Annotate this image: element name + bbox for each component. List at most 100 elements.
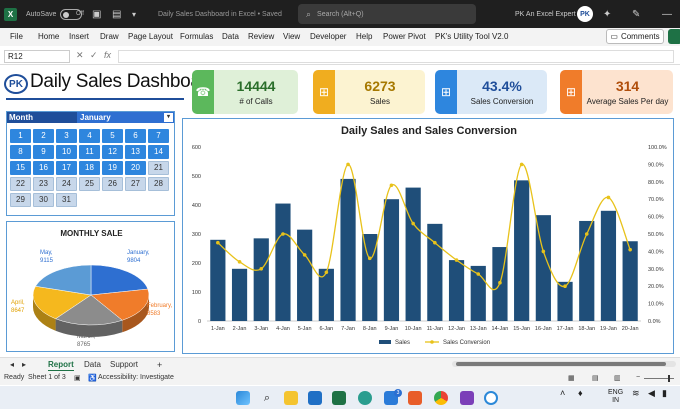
add-sheet-button[interactable]: + — [157, 360, 163, 370]
calendar-day[interactable]: 10 — [56, 145, 77, 159]
menu-utility-tool[interactable]: PK's Utility Tool V2.0 — [435, 32, 509, 41]
zoom-out-icon[interactable]: − — [636, 374, 641, 381]
recorder-icon[interactable] — [484, 391, 498, 405]
zoom-slider-handle[interactable] — [668, 375, 670, 382]
menu-formulas[interactable]: Formulas — [180, 32, 214, 41]
calendar-day[interactable]: 24 — [56, 177, 77, 191]
calendar-day[interactable]: 11 — [79, 145, 100, 159]
calendar-day[interactable]: 27 — [125, 177, 146, 191]
calendar-day[interactable]: 21 — [148, 161, 169, 175]
calendar-day[interactable]: 19 — [102, 161, 123, 175]
autosave-toggle[interactable]: Off — [60, 0, 84, 28]
filter-icon[interactable]: ▾ — [164, 113, 173, 122]
calendar-day[interactable]: 1 — [10, 129, 31, 143]
pie-slice-april[interactable] — [32, 285, 92, 320]
calendar-day[interactable]: 14 — [148, 145, 169, 159]
menu-view[interactable]: View — [283, 32, 301, 41]
accessibility-status[interactable]: Accessibility: Investigate — [98, 374, 174, 381]
pie-slice-february[interactable] — [90, 288, 150, 321]
user-avatar[interactable]: PK — [577, 0, 593, 28]
calendar-day[interactable]: 4 — [79, 129, 100, 143]
microphone-icon[interactable]: ♦ — [578, 388, 583, 398]
tab-support[interactable]: Support — [110, 360, 139, 369]
calendar-day[interactable]: 16 — [33, 161, 54, 175]
pie-slice-march[interactable] — [55, 294, 123, 326]
menu-power-pivot[interactable]: Power Pivot — [383, 32, 426, 41]
taskbar-search-icon[interactable]: ⌕ — [263, 392, 271, 404]
user-name[interactable]: PK An Excel Expert — [515, 10, 576, 18]
name-box[interactable]: R12 — [4, 50, 70, 63]
calendar-day[interactable]: 9 — [33, 145, 54, 159]
horizontal-scrollbar[interactable] — [452, 361, 676, 367]
excel-taskbar-icon[interactable] — [332, 391, 346, 405]
accessibility-icon[interactable]: ♿ — [88, 375, 97, 382]
pie-slice-may[interactable] — [35, 264, 92, 296]
normal-view-icon[interactable]: ▦ — [568, 375, 575, 382]
calendar-day[interactable]: 5 — [102, 129, 123, 143]
function-icon[interactable]: fx — [104, 50, 112, 60]
chevron-up-icon[interactable]: ˄ — [560, 388, 566, 398]
lightbulb-icon[interactable]: ✦ — [603, 8, 612, 20]
pie-slice-january[interactable] — [90, 264, 149, 296]
macro-record-icon[interactable]: ▣ — [74, 375, 81, 382]
open-folder-icon[interactable]: ▤ — [112, 8, 122, 20]
share-button[interactable] — [668, 29, 680, 44]
file-explorer-icon[interactable] — [284, 391, 298, 405]
menu-draw[interactable]: Draw — [100, 32, 119, 41]
menu-data[interactable]: Data — [222, 32, 239, 41]
calendar-day[interactable]: 23 — [33, 177, 54, 191]
calendar-day[interactable]: 31 — [56, 193, 77, 207]
powerpoint-icon[interactable] — [408, 391, 422, 405]
menu-home[interactable]: Home — [38, 32, 60, 41]
battery-icon[interactable]: ▮ — [662, 388, 667, 398]
volume-icon[interactable]: ◀ — [648, 388, 655, 398]
calendar-day[interactable]: 18 — [79, 161, 100, 175]
page-layout-view-icon[interactable]: ▤ — [592, 375, 599, 382]
page-break-view-icon[interactable]: ▥ — [614, 375, 621, 382]
menu-review[interactable]: Review — [248, 32, 275, 41]
calendar-day[interactable]: 13 — [125, 145, 146, 159]
document-title[interactable]: Daily Sales Dashboard in Excel • Saved — [158, 10, 282, 18]
confirm-icon[interactable]: ✓ — [90, 50, 98, 60]
menu-insert[interactable]: Insert — [69, 32, 90, 41]
calendar-day[interactable]: 29 — [10, 193, 31, 207]
calendar-day[interactable]: 15 — [10, 161, 31, 175]
calendar-day[interactable]: 6 — [125, 129, 146, 143]
minimize-icon[interactable]: — — [662, 8, 672, 20]
calendar-day[interactable]: 22 — [10, 177, 31, 191]
calendar-day[interactable]: 3 — [56, 129, 77, 143]
calendar-day[interactable]: 20 — [125, 161, 146, 175]
formula-input[interactable] — [118, 50, 674, 63]
tab-data[interactable]: Data — [84, 360, 101, 369]
wifi-icon[interactable]: ≋ — [632, 388, 640, 398]
windows-start-icon[interactable] — [236, 391, 250, 405]
comments-button[interactable]: ▭ Comments — [606, 29, 664, 44]
menu-help[interactable]: Help — [356, 32, 373, 41]
chrome-icon[interactable] — [434, 391, 448, 405]
prev-sheet-icon[interactable]: ◂ — [10, 360, 15, 369]
month-selector[interactable]: January ▾ — [77, 112, 174, 123]
menu-file[interactable]: File — [10, 32, 23, 41]
zoom-slider[interactable] — [644, 378, 674, 379]
calendar-day[interactable]: 7 — [148, 129, 169, 143]
edge-icon[interactable] — [358, 391, 372, 405]
save-icon[interactable]: ▣ — [92, 8, 102, 20]
calendar-day[interactable]: 12 — [102, 145, 123, 159]
calendar-day[interactable]: 2 — [33, 129, 54, 143]
calendar-day[interactable]: 25 — [79, 177, 100, 191]
next-sheet-icon[interactable]: ▸ — [22, 360, 27, 369]
cancel-icon[interactable]: ✕ — [76, 50, 84, 60]
language-indicator[interactable]: ENG IN — [608, 389, 623, 405]
menu-page-layout[interactable]: Page Layout — [128, 32, 173, 41]
outlook-icon[interactable] — [308, 391, 322, 405]
calendar-day[interactable]: 28 — [148, 177, 169, 191]
customize-toolbar-icon[interactable]: ▾ — [132, 9, 137, 19]
search-box[interactable]: ⌕ Search (Alt+Q) — [298, 4, 476, 24]
pen-icon[interactable]: ✎ — [632, 8, 641, 20]
calendar-day[interactable]: 17 — [56, 161, 77, 175]
onenote-icon[interactable] — [460, 391, 474, 405]
calendar-day[interactable]: 8 — [10, 145, 31, 159]
calendar-day[interactable]: 30 — [33, 193, 54, 207]
menu-developer[interactable]: Developer — [310, 32, 347, 41]
calendar-day[interactable]: 26 — [102, 177, 123, 191]
